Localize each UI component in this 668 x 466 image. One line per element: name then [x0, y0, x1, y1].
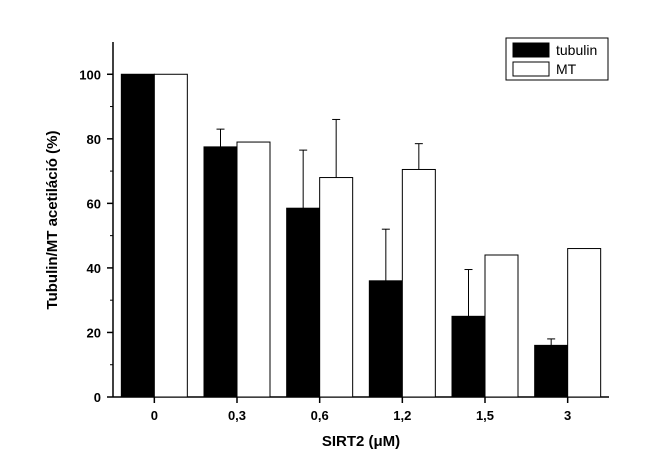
- bar-mt-2: [319, 177, 354, 398]
- y-tick-label: 0: [94, 390, 101, 405]
- axes: [112, 42, 609, 398]
- x-tick-label: 0,6: [311, 408, 329, 423]
- bar-mt-1: [236, 141, 271, 398]
- y-tick-label: 20: [87, 325, 101, 340]
- x-tick-label: 1,2: [393, 408, 411, 423]
- bar-tubulin-5: [534, 344, 569, 398]
- bar-mt-0: [153, 73, 188, 398]
- bar-tubulin-1: [203, 146, 238, 398]
- y-ticks: 0 20 40 60 80 100: [79, 67, 113, 405]
- bar-tubulin-2: [286, 207, 321, 398]
- bars: [120, 73, 602, 398]
- error-bars: [216, 118, 556, 346]
- y-axis-title: Tubulin/MT acetiláció (%): [44, 131, 61, 310]
- bar-mt-4: [484, 254, 519, 398]
- legend-label-mt: MT: [556, 61, 577, 77]
- legend: tubulin MT: [505, 37, 609, 81]
- x-tick-label: 1,5: [476, 408, 494, 423]
- bar-tubulin-4: [451, 315, 486, 398]
- legend-swatch-mt: [512, 61, 550, 77]
- legend-swatch-tubulin: [512, 42, 550, 58]
- bar-tubulin-3: [368, 280, 403, 398]
- x-tick-label: 3: [564, 408, 571, 423]
- x-axis-title: SIRT2 (μM): [322, 433, 400, 450]
- y-tick-label: 40: [87, 261, 101, 276]
- y-tick-label: 60: [87, 196, 101, 211]
- legend-label-tubulin: tubulin: [556, 42, 597, 58]
- y-tick-label: 80: [87, 132, 101, 147]
- x-tick-label: 0: [151, 408, 158, 423]
- x-tick-label: 0,3: [228, 408, 246, 423]
- bar-mt-5: [567, 248, 602, 398]
- bar-mt-3: [401, 168, 436, 398]
- bar-tubulin-0: [120, 73, 155, 398]
- y-tick-label: 100: [79, 67, 101, 82]
- x-ticks: 0 0,3 0,6 1,2 1,5 3: [151, 397, 571, 423]
